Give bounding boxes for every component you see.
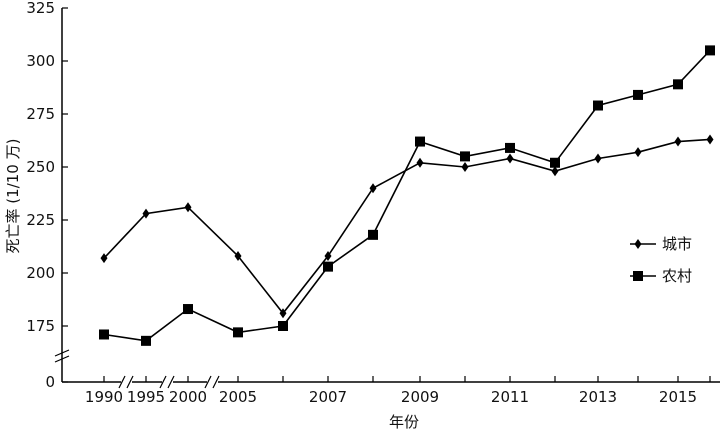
point-diamond <box>279 308 287 319</box>
x-axis-break-mark <box>212 375 220 389</box>
point-diamond <box>324 251 332 262</box>
point-square <box>368 229 378 240</box>
x-tick-label: 2013 <box>579 388 617 406</box>
point-square <box>233 327 243 338</box>
point-diamond <box>634 147 642 158</box>
legend-item: 农村 <box>630 267 692 285</box>
point-square <box>141 335 151 346</box>
x-axis-break-gap <box>121 379 132 385</box>
series-line-square <box>103 49 711 342</box>
y-tick-label: 275 <box>26 105 55 123</box>
point-square <box>705 45 715 56</box>
x-tick-label: 2007 <box>309 388 347 406</box>
point-square <box>278 321 288 331</box>
x-axis-break <box>159 375 175 389</box>
point-diamond <box>594 153 602 164</box>
point-diamond <box>369 183 377 194</box>
point-square <box>460 151 470 162</box>
y-axis-ticks: 0 175 200 225 250 275 300 325 <box>26 0 68 391</box>
x-tick-label: 2011 <box>491 388 529 406</box>
point-square <box>593 100 603 111</box>
x-axis-break-mark <box>167 375 175 389</box>
point-square <box>415 136 425 147</box>
legend-marker-square <box>633 271 643 281</box>
point-diamond <box>142 208 150 219</box>
y-tick-label: 325 <box>26 0 55 17</box>
point-square <box>505 142 515 153</box>
x-axis-break <box>118 375 134 389</box>
point-diamond <box>674 136 682 147</box>
x-axis-ticks: 1990 1995 2000 2005 2007 2009 2011 2013 2015 <box>85 376 711 406</box>
legend-label: 城市 <box>662 235 692 253</box>
point-square <box>673 79 683 90</box>
legend-marker-diamond <box>634 239 642 249</box>
x-tick-label: 1995 <box>127 388 165 406</box>
point-diamond <box>461 162 469 172</box>
x-tick-label: 2005 <box>219 388 257 406</box>
y-tick-label: 225 <box>26 211 55 229</box>
point-diamond <box>706 134 714 145</box>
legend-label: 农村 <box>662 267 692 285</box>
point-diamond <box>234 251 242 262</box>
x-axis-break-mark <box>126 375 134 389</box>
chart-axes <box>54 8 720 389</box>
legend-item: 城市 <box>630 235 692 253</box>
point-square <box>550 157 560 168</box>
y-tick-label: 175 <box>26 317 55 335</box>
point-diamond <box>100 253 108 264</box>
x-axis-title: 年份 <box>389 413 419 431</box>
y-tick-label: 200 <box>26 264 55 282</box>
point-square <box>633 89 643 100</box>
y-tick-label: 300 <box>26 52 55 70</box>
point-diamond <box>551 166 559 177</box>
x-axis-break-gap <box>162 379 173 385</box>
point-square <box>99 329 109 340</box>
x-axis-break-gap <box>207 379 218 385</box>
y-axis-break-mark <box>54 349 70 357</box>
point-diamond <box>506 153 514 164</box>
y-axis-break-mark <box>54 355 70 363</box>
point-square <box>323 261 333 272</box>
x-tick-label: 2000 <box>169 388 207 406</box>
x-axis-break-mark <box>159 375 167 389</box>
series-markers <box>99 45 715 346</box>
x-axis-break <box>204 375 220 389</box>
x-tick-label: 1990 <box>85 388 123 406</box>
point-square <box>183 304 193 315</box>
y-tick-label: 0 <box>45 373 55 391</box>
point-diamond <box>416 157 424 168</box>
y-tick-label: 250 <box>26 158 55 176</box>
x-axis-break-mark <box>118 375 126 389</box>
x-tick-label: 2009 <box>401 388 439 406</box>
series-lines <box>103 49 711 342</box>
series-line-diamond <box>103 138 711 315</box>
point-diamond <box>184 202 192 213</box>
x-tick-label: 2015 <box>659 388 697 406</box>
y-axis-title: 死亡率 (1/10 万) <box>4 139 22 254</box>
x-axis-break-mark <box>204 375 212 389</box>
